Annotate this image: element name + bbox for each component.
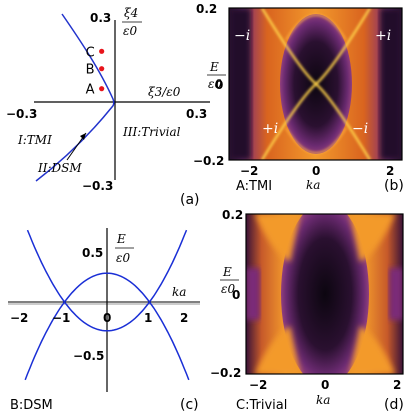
panel-c-ytick-pos: 0.5 — [82, 246, 103, 260]
panel-b-xtick-zero: 0 — [312, 164, 320, 178]
panel-c-caption: B:DSM — [10, 398, 53, 413]
panel-c-dispersion — [24, 229, 190, 381]
panel-d-right-mid-band — [389, 268, 403, 320]
panel-b-ytick-mid: 0 — [215, 78, 223, 92]
panel-c-e-den: ε0 — [116, 251, 130, 265]
panel-a-region-dsm: II:DSM — [37, 161, 82, 175]
panel-a-y-den: ε0 — [123, 24, 137, 38]
panel-c-xtick-2: 2 — [180, 311, 188, 325]
panel-d-xtick-zero: 0 — [321, 378, 329, 392]
panel-d-lower-left-lobe — [255, 326, 300, 374]
panel-a-point-b — [99, 66, 105, 72]
panel-a-point-label-c: C — [86, 45, 95, 60]
panel-b-xtick-pos: 2 — [386, 164, 394, 178]
panel-c-tag: (c) — [180, 397, 199, 413]
panel-c-xtick-1: 1 — [144, 311, 152, 325]
panel-b-label-4: −i — [352, 121, 368, 137]
panel-a-tick-x-pos: 0.3 — [186, 107, 207, 121]
panel-d-e-den: ε0 — [221, 282, 235, 296]
panel-a-points: CBA — [86, 45, 105, 98]
panel-d-dark-core — [281, 214, 369, 374]
panel-a-tick-y-neg: −0.3 — [82, 179, 113, 193]
panel-a-point-c — [99, 48, 105, 54]
panel-a-tag: (a) — [180, 192, 200, 208]
panel-c-xlabel: ka — [172, 285, 186, 299]
panel-d-xlabel: ka — [316, 393, 330, 407]
panel-b-caption: A:TMI — [236, 179, 272, 194]
panel-d-upper-left-lobe — [255, 214, 300, 262]
panel-a-phase-boundary — [35, 13, 115, 182]
panel-b-bulk-band-upper — [285, 14, 347, 41]
panel-c-xtick-0: 0 — [103, 311, 111, 325]
panel-b-label-3: +i — [375, 28, 391, 44]
panel-b-bulk-band-lower — [285, 127, 347, 154]
panel-b-label-2: +i — [262, 121, 278, 137]
panel-b-xtick-neg: −2 — [240, 164, 258, 178]
panel-d-caption: C:Trivial — [236, 398, 287, 413]
panel-c-xtick-m2: −2 — [10, 311, 28, 325]
panel-a-y-num: ξ4 — [124, 6, 138, 20]
panel-a-point-a — [99, 86, 105, 92]
panel-d-xtick-pos: 2 — [393, 378, 401, 392]
panel-b-tag: (b) — [384, 178, 404, 194]
panel-a: 0.3 ξ4 ε0 ξ3/ε0 −0.3 0.3 −0.3 I:TMI III:… — [6, 6, 210, 208]
panel-b-ytick-top: 0.2 — [196, 2, 217, 16]
panel-c-e-num: E — [116, 232, 126, 246]
panel-d-ytick-top: 0.2 — [222, 208, 243, 222]
panel-a-point-label-a: A — [86, 83, 95, 98]
panel-b-frame — [228, 7, 403, 161]
panel-b: −i +i +i −i 0.2 0 −0.2 E ε0 −2 0 2 ka A:… — [193, 2, 404, 194]
panel-d-e-num: E — [222, 265, 232, 279]
panel-a-dsm-arrowhead — [80, 133, 86, 140]
panel-c-band-2 — [24, 272, 190, 381]
panel-d: 0.2 0 −0.2 E ε0 −2 0 2 ka C:Trivial (d) — [210, 208, 404, 413]
panel-b-label-1: −i — [234, 28, 250, 44]
panel-b-left-dark-edge — [229, 8, 251, 160]
panel-b-edge-state-2 — [261, 8, 371, 160]
panel-d-tag: (d) — [384, 397, 404, 413]
panel-c-xtick-m1: −1 — [52, 311, 70, 325]
panel-a-x-axis-label: ξ3/ε0 — [148, 85, 181, 99]
panel-b-ytick-bot: −0.2 — [193, 154, 224, 168]
panel-a-tick-y-pos: 0.3 — [90, 11, 111, 25]
panel-a-tick-x-neg: −0.3 — [6, 107, 37, 121]
panel-b-xlabel: ka — [306, 178, 320, 192]
panel-d-lower-right-lobe — [350, 326, 395, 374]
panel-d-ytick-bot: −0.2 — [210, 366, 241, 380]
panel-c-band-1 — [26, 229, 188, 332]
panel-c-ytick-neg: −0.5 — [73, 349, 104, 363]
panel-d-left-mid-band — [246, 268, 260, 320]
panel-d-xtick-neg: −2 — [249, 378, 267, 392]
panel-a-region-trivial: III:Trivial — [122, 125, 181, 139]
panel-b-right-dark-edge — [380, 8, 402, 160]
panel-a-point-label-b: B — [86, 63, 95, 78]
panel-d-ytick-mid: 0 — [232, 288, 240, 302]
panel-d-frame — [245, 213, 404, 375]
panel-b-e-num: E — [209, 60, 219, 74]
panel-d-upper-right-lobe — [350, 214, 395, 262]
panel-c: E ε0 ka 0.5 −0.5 −2 −1 0 1 2 B:DSM (c) — [8, 228, 200, 413]
panel-b-e-den: ε0 — [208, 77, 222, 91]
panel-a-region-tmi: I:TMI — [17, 133, 52, 147]
